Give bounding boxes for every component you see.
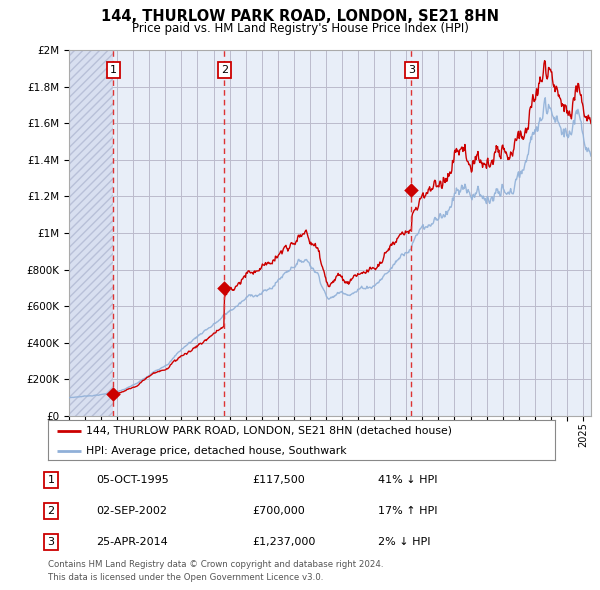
Text: 05-OCT-1995: 05-OCT-1995 [96, 476, 169, 485]
Text: 144, THURLOW PARK ROAD, LONDON, SE21 8HN: 144, THURLOW PARK ROAD, LONDON, SE21 8HN [101, 9, 499, 24]
Text: 25-APR-2014: 25-APR-2014 [96, 537, 168, 546]
Text: HPI: Average price, detached house, Southwark: HPI: Average price, detached house, Sout… [86, 447, 347, 457]
Bar [69, 50, 113, 416]
Text: £117,500: £117,500 [252, 476, 305, 485]
Text: 144, THURLOW PARK ROAD, LONDON, SE21 8HN (detached house): 144, THURLOW PARK ROAD, LONDON, SE21 8HN… [86, 426, 452, 436]
Point [109, 390, 118, 399]
Text: 17% ↑ HPI: 17% ↑ HPI [378, 506, 437, 516]
Text: £700,000: £700,000 [252, 506, 305, 516]
Text: 3: 3 [47, 537, 55, 546]
Text: 2: 2 [47, 506, 55, 516]
Point [407, 185, 416, 195]
Text: This data is licensed under the Open Government Licence v3.0.: This data is licensed under the Open Gov… [48, 573, 323, 582]
Text: Contains HM Land Registry data © Crown copyright and database right 2024.: Contains HM Land Registry data © Crown c… [48, 560, 383, 569]
Point [220, 283, 229, 293]
Text: 41% ↓ HPI: 41% ↓ HPI [378, 476, 437, 485]
Text: 2: 2 [221, 65, 228, 76]
Text: 02-SEP-2002: 02-SEP-2002 [96, 506, 167, 516]
Text: 2% ↓ HPI: 2% ↓ HPI [378, 537, 431, 546]
Text: 1: 1 [47, 476, 55, 485]
Text: £1,237,000: £1,237,000 [252, 537, 316, 546]
Text: 3: 3 [408, 65, 415, 76]
Text: Price paid vs. HM Land Registry's House Price Index (HPI): Price paid vs. HM Land Registry's House … [131, 22, 469, 35]
Text: 1: 1 [110, 65, 116, 76]
